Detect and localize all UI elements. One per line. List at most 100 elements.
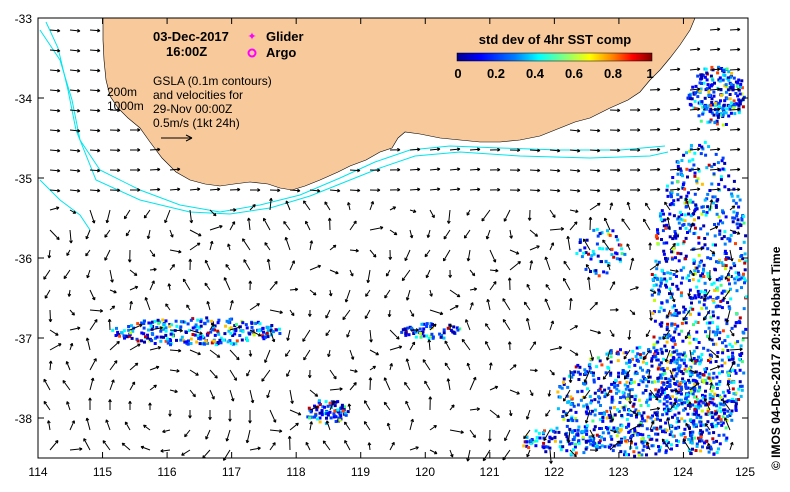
sst-pixel xyxy=(679,169,683,173)
sst-pixel xyxy=(717,105,721,108)
sst-pixel xyxy=(326,404,330,408)
velocity-arrow xyxy=(384,289,391,299)
sst-pixel xyxy=(707,88,711,92)
sst-pixel xyxy=(687,437,691,441)
sst-pixel xyxy=(717,101,721,105)
sst-pixel xyxy=(740,276,744,280)
velocity-arrow xyxy=(369,168,381,173)
sst-pixel xyxy=(332,415,336,419)
sst-pixel xyxy=(680,321,684,325)
sst-pixel xyxy=(696,436,700,440)
sst-pixel xyxy=(673,342,677,346)
sst-pixel xyxy=(692,422,696,426)
sst-pixel xyxy=(143,319,146,323)
velocity-arrow xyxy=(43,378,51,391)
velocity-arrow xyxy=(526,449,531,458)
velocity-arrow xyxy=(364,400,371,411)
sst-pixel xyxy=(680,370,683,374)
sst-pixel xyxy=(597,441,601,445)
sst-pixel xyxy=(699,424,703,428)
sst-pixel xyxy=(266,329,270,333)
sst-pixel xyxy=(598,412,602,415)
velocity-arrow xyxy=(108,399,112,410)
sst-pixel xyxy=(713,81,716,85)
velocity-arrow xyxy=(669,369,676,381)
velocity-arrow xyxy=(344,439,351,451)
velocity-arrow xyxy=(729,107,741,112)
sst-pixel xyxy=(683,368,687,372)
sst-pixel xyxy=(676,172,680,176)
velocity-arrow xyxy=(89,168,101,173)
sst-pixel xyxy=(710,401,714,405)
sst-pixel xyxy=(619,243,623,247)
sst-pixel xyxy=(650,357,654,361)
velocity-arrow xyxy=(729,249,734,262)
sst-pixel xyxy=(705,381,709,385)
sst-pixel xyxy=(706,120,710,124)
velocity-arrow xyxy=(424,249,431,258)
sst-pixel xyxy=(418,327,422,331)
sst-pixel xyxy=(733,324,737,328)
sst-pixel xyxy=(574,365,578,369)
sst-pixel xyxy=(639,421,643,425)
sst-pixel xyxy=(736,218,740,222)
sst-pixel xyxy=(662,224,666,228)
sst-pixel xyxy=(159,335,163,339)
sst-pixel xyxy=(676,311,680,315)
sst-pixel xyxy=(686,412,690,416)
sst-pixel xyxy=(722,263,726,267)
sst-pixel xyxy=(688,380,692,384)
sst-pixel xyxy=(727,378,731,382)
sst-pixel xyxy=(709,257,713,261)
sst-pixel xyxy=(592,441,596,445)
velocity-arrow xyxy=(602,369,611,380)
velocity-arrow xyxy=(325,420,331,431)
sst-pixel xyxy=(738,368,742,372)
sst-pixel xyxy=(542,446,546,450)
sst-pixel xyxy=(707,145,711,149)
sst-pixel xyxy=(724,426,728,430)
velocity-arrow xyxy=(469,407,480,412)
sst-pixel xyxy=(717,433,721,437)
velocity-arrow xyxy=(289,389,294,404)
sst-pixel xyxy=(726,409,730,413)
sst-pixel xyxy=(731,216,735,220)
sst-pixel xyxy=(663,277,667,281)
sst-pixel xyxy=(679,392,683,396)
velocity-arrow xyxy=(109,128,121,133)
velocity-arrow xyxy=(169,263,175,271)
sst-pixel xyxy=(183,340,187,344)
sst-pixel xyxy=(660,321,664,325)
sst-pixel xyxy=(684,396,688,400)
velocity-arrow xyxy=(588,216,593,231)
sst-pixel xyxy=(725,418,729,422)
velocity-arrow xyxy=(43,400,51,411)
sst-pixel xyxy=(616,350,620,354)
sst-pixel xyxy=(646,415,650,419)
sst-pixel xyxy=(671,305,675,309)
sst-pixel xyxy=(673,304,676,308)
velocity-arrow xyxy=(346,329,351,338)
sst-pixel xyxy=(739,223,743,227)
velocity-arrow xyxy=(703,397,711,411)
sst-pixel xyxy=(704,412,708,416)
sst-pixel xyxy=(669,424,673,428)
sst-pixel xyxy=(712,371,716,375)
sst-pixel xyxy=(700,145,704,149)
sst-pixel xyxy=(127,325,131,328)
velocity-arrow xyxy=(125,229,131,237)
sst-pixel xyxy=(728,274,731,278)
velocity-arrow xyxy=(189,389,196,398)
sst-pixel xyxy=(317,399,321,403)
sst-pixel xyxy=(624,351,628,355)
velocity-arrow xyxy=(162,429,171,434)
sst-pixel xyxy=(735,289,739,293)
sst-pixel xyxy=(694,203,698,207)
sst-pixel xyxy=(682,351,686,355)
sst-pixel xyxy=(736,363,740,367)
sst-pixel xyxy=(615,252,619,256)
sst-pixel xyxy=(213,333,217,337)
sst-pixel xyxy=(624,439,628,443)
sst-pixel xyxy=(586,407,590,411)
sst-pixel xyxy=(665,385,669,388)
